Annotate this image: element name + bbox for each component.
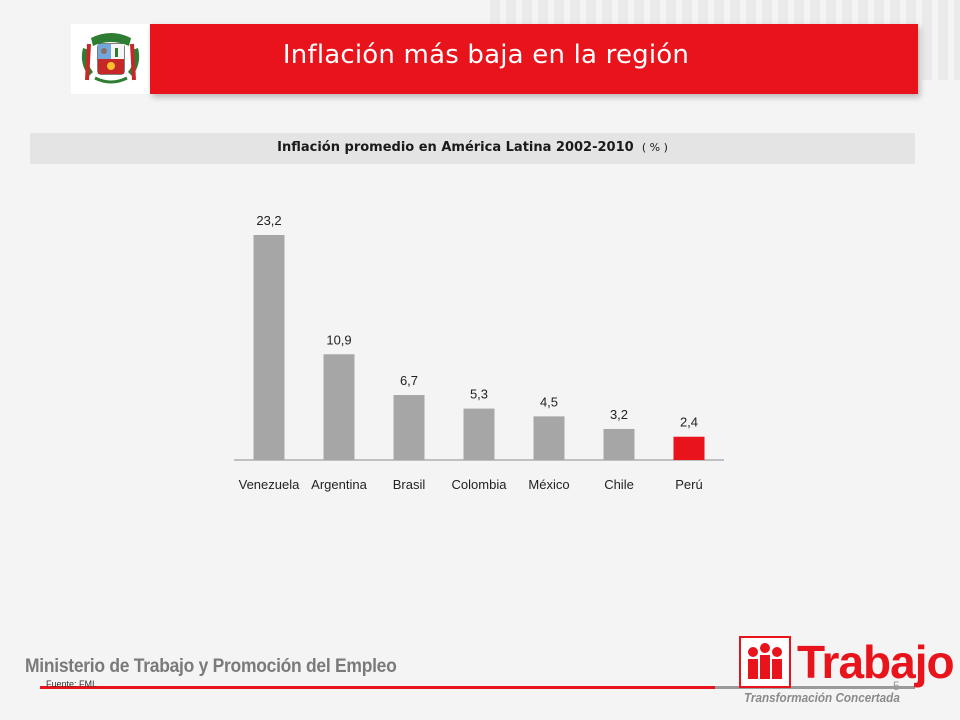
- bar-5: [603, 428, 635, 460]
- footer-ministry-name: Ministerio de Trabajo y Promoción del Em…: [25, 656, 397, 677]
- chart-title-unit: ( % ): [641, 141, 668, 154]
- data-label-3: 5,3: [470, 387, 488, 402]
- data-label-1: 10,9: [326, 332, 351, 347]
- bar-3: [463, 408, 495, 460]
- bar-1: [323, 354, 355, 460]
- x-tick-label-5: Chile: [604, 477, 634, 492]
- footer-divider-red: [40, 686, 715, 689]
- trabajo-logo-text: Trabajo: [797, 636, 955, 688]
- trabajo-logo-tagline: Transformación Concertada: [744, 690, 900, 705]
- source-note: Fuente: FMI.: [46, 679, 98, 689]
- bar-2: [393, 395, 425, 460]
- x-tick-label-6: Perú: [675, 477, 702, 492]
- x-tick-label-1: Argentina: [311, 477, 367, 492]
- x-tick-label-0: Venezuela: [239, 477, 300, 492]
- title-banner: [150, 24, 918, 94]
- slide-title: Inflación más baja en la región: [282, 40, 690, 70]
- chart-title: Inflación promedio en América Latina 200…: [30, 140, 915, 155]
- chart-header-band: [30, 133, 915, 164]
- trabajo-people-icon: [739, 636, 791, 688]
- data-label-0: 23,2: [256, 213, 281, 228]
- bar-6: [673, 436, 705, 460]
- bar-0: [253, 235, 285, 460]
- bar-4: [533, 416, 565, 460]
- x-tick-label-2: Brasil: [393, 477, 426, 492]
- x-tick-label-4: México: [528, 477, 569, 492]
- page-number: 5: [893, 679, 900, 693]
- footer-divider-gray: [715, 686, 915, 689]
- data-label-6: 2,4: [680, 415, 698, 430]
- data-label-4: 4,5: [540, 394, 558, 409]
- data-label-5: 3,2: [610, 407, 628, 422]
- data-label-2: 6,7: [400, 373, 418, 388]
- peru-coat-of-arms-logo: [71, 24, 150, 94]
- x-tick-label-3: Colombia: [452, 477, 508, 492]
- chart-title-main: Inflación promedio en América Latina 200…: [277, 140, 634, 155]
